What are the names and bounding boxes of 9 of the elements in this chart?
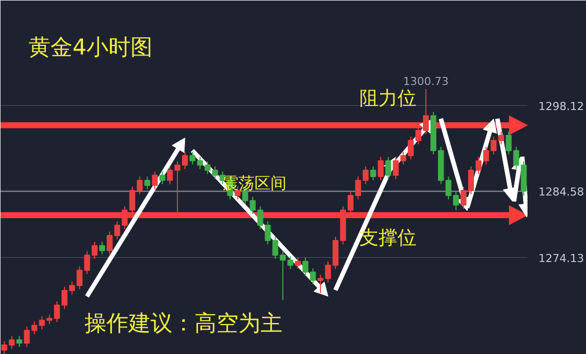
ref-line-label: 支撑位	[359, 227, 416, 250]
y-tick-label: 1284.58	[538, 186, 584, 199]
annotation: 1300.73	[403, 74, 449, 88]
annotation: 操作建议：高空为主	[84, 312, 282, 336]
annotation: 震荡区间	[222, 174, 286, 192]
y-tick-label: 1274.13	[538, 252, 584, 265]
y-tick-label: 1298.12	[538, 100, 584, 113]
text: 黄金4小时图	[28, 36, 152, 60]
ref-line-label: 阻力位	[359, 87, 416, 110]
